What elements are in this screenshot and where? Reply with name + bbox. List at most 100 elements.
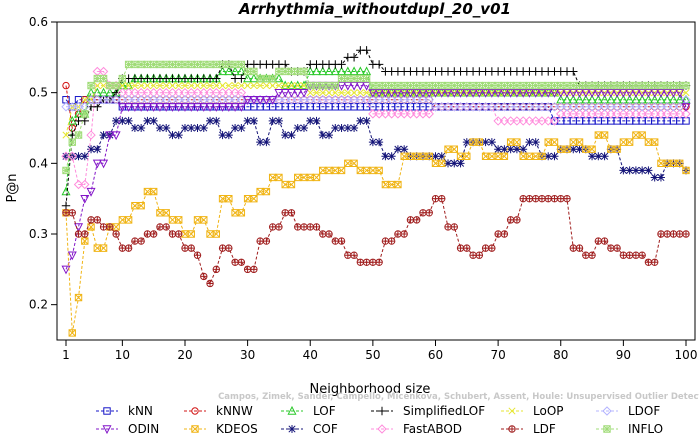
data-point-ldof xyxy=(311,95,322,105)
data-point-fastabod xyxy=(493,116,503,126)
data-point-fastabod xyxy=(631,109,641,119)
data-point-inflo xyxy=(168,60,177,69)
data-point-odin xyxy=(86,187,96,197)
data-point-inflo xyxy=(619,81,628,90)
data-point-inflo xyxy=(438,81,446,90)
data-point-inflo xyxy=(356,74,365,83)
data-point-odin xyxy=(430,88,441,98)
data-point-cof xyxy=(387,152,396,161)
data-point-fastabod xyxy=(174,87,184,98)
data-point-inflo xyxy=(243,67,252,76)
data-point-ldf xyxy=(456,244,465,252)
data-point-kdeos xyxy=(168,216,177,224)
data-point-odin xyxy=(524,88,534,98)
data-point-ldof xyxy=(355,95,366,105)
data-point-ldf xyxy=(137,237,145,245)
plot-frame xyxy=(56,21,696,341)
data-point-inflo xyxy=(250,67,258,76)
data-point-loop xyxy=(250,82,258,90)
data-point-fastabod xyxy=(418,109,428,119)
data-point-loop xyxy=(557,89,565,97)
data-point-fastabod xyxy=(73,179,84,190)
data-point-cof xyxy=(180,124,189,132)
data-point-inflo xyxy=(231,60,239,69)
data-point-inflo xyxy=(225,60,233,69)
data-point-ldof xyxy=(98,95,109,105)
data-point-inflo xyxy=(200,60,208,69)
data-point-ldof xyxy=(61,102,71,112)
data-point-ldf xyxy=(175,230,183,238)
data-point-ldof xyxy=(593,102,604,112)
data-point-inflo xyxy=(375,81,383,90)
data-point-inflo xyxy=(187,60,195,69)
legend-label: LoOP xyxy=(533,404,564,418)
data-point-lof xyxy=(243,73,253,83)
data-point-simplifiedlof xyxy=(61,201,71,210)
data-point-kdeos xyxy=(350,159,358,168)
data-point-ldf xyxy=(294,223,302,231)
data-point-ldf xyxy=(331,237,339,245)
data-point-inflo xyxy=(638,81,646,90)
data-point-inflo xyxy=(193,60,202,69)
data-point-fastabod xyxy=(80,179,90,190)
data-point-odin xyxy=(618,88,628,98)
data-point-ldf xyxy=(162,223,170,231)
data-point-odin xyxy=(600,88,610,98)
data-point-cof xyxy=(500,145,509,154)
data-point-cof xyxy=(631,166,640,175)
data-point-odin xyxy=(443,88,453,98)
data-point-kdeos xyxy=(650,138,659,146)
data-point-fastabod xyxy=(224,87,234,98)
data-point-cof xyxy=(268,116,277,125)
data-point-ldf xyxy=(193,251,202,259)
data-point-cof xyxy=(299,124,308,132)
y-axis: 0.2 0.3 0.4 0.5 0.6 xyxy=(29,15,58,312)
data-point-loop xyxy=(181,82,189,90)
data-point-inflo xyxy=(481,81,490,90)
data-point-kdeos xyxy=(225,194,233,203)
data-point-fastabod xyxy=(543,116,553,126)
data-point-ldof xyxy=(512,102,522,112)
data-point-fastabod xyxy=(217,87,228,98)
data-point-inflo xyxy=(369,81,377,90)
data-point-cof xyxy=(456,159,465,168)
data-point-inflo xyxy=(300,67,308,76)
data-point-ldf xyxy=(481,244,490,252)
data-point-inflo xyxy=(569,81,577,90)
data-point-kdeos xyxy=(237,209,246,217)
data-point-inflo xyxy=(563,81,571,90)
data-point-kdeos xyxy=(131,202,139,210)
data-point-odin xyxy=(368,88,378,98)
data-point-fastabod xyxy=(411,109,422,119)
data-point-inflo xyxy=(513,81,521,90)
data-point-fastabod xyxy=(161,87,171,98)
data-point-loop xyxy=(193,82,202,90)
data-point-ldof xyxy=(624,102,635,112)
data-point-cof xyxy=(519,145,528,154)
data-point-loop xyxy=(638,89,646,97)
data-point-ldof xyxy=(556,102,566,112)
data-point-kdeos xyxy=(187,230,195,238)
data-point-odin xyxy=(374,88,384,98)
data-point-ldf xyxy=(682,230,690,238)
data-point-inflo xyxy=(500,81,509,90)
data-point-odin xyxy=(155,103,165,112)
data-point-cof xyxy=(462,138,471,147)
data-point-kdeos xyxy=(137,202,145,210)
data-point-ldof xyxy=(581,102,591,112)
data-point-cof xyxy=(625,166,634,175)
data-point-kdeos xyxy=(294,173,302,182)
data-point-simplifiedlof xyxy=(280,60,290,69)
data-point-inflo xyxy=(212,60,221,69)
data-point-odin xyxy=(299,88,309,98)
data-point-inflo xyxy=(344,74,352,83)
data-point-cof xyxy=(224,131,233,140)
data-point-inflo xyxy=(575,81,584,90)
data-point-odin xyxy=(205,103,215,112)
data-point-ldof xyxy=(649,102,660,112)
data-point-kdeos xyxy=(262,187,271,196)
data-point-inflo xyxy=(588,81,596,90)
data-point-inflo xyxy=(431,81,440,90)
data-point-cof xyxy=(168,131,177,140)
legend-marker-kdeos xyxy=(191,425,199,433)
